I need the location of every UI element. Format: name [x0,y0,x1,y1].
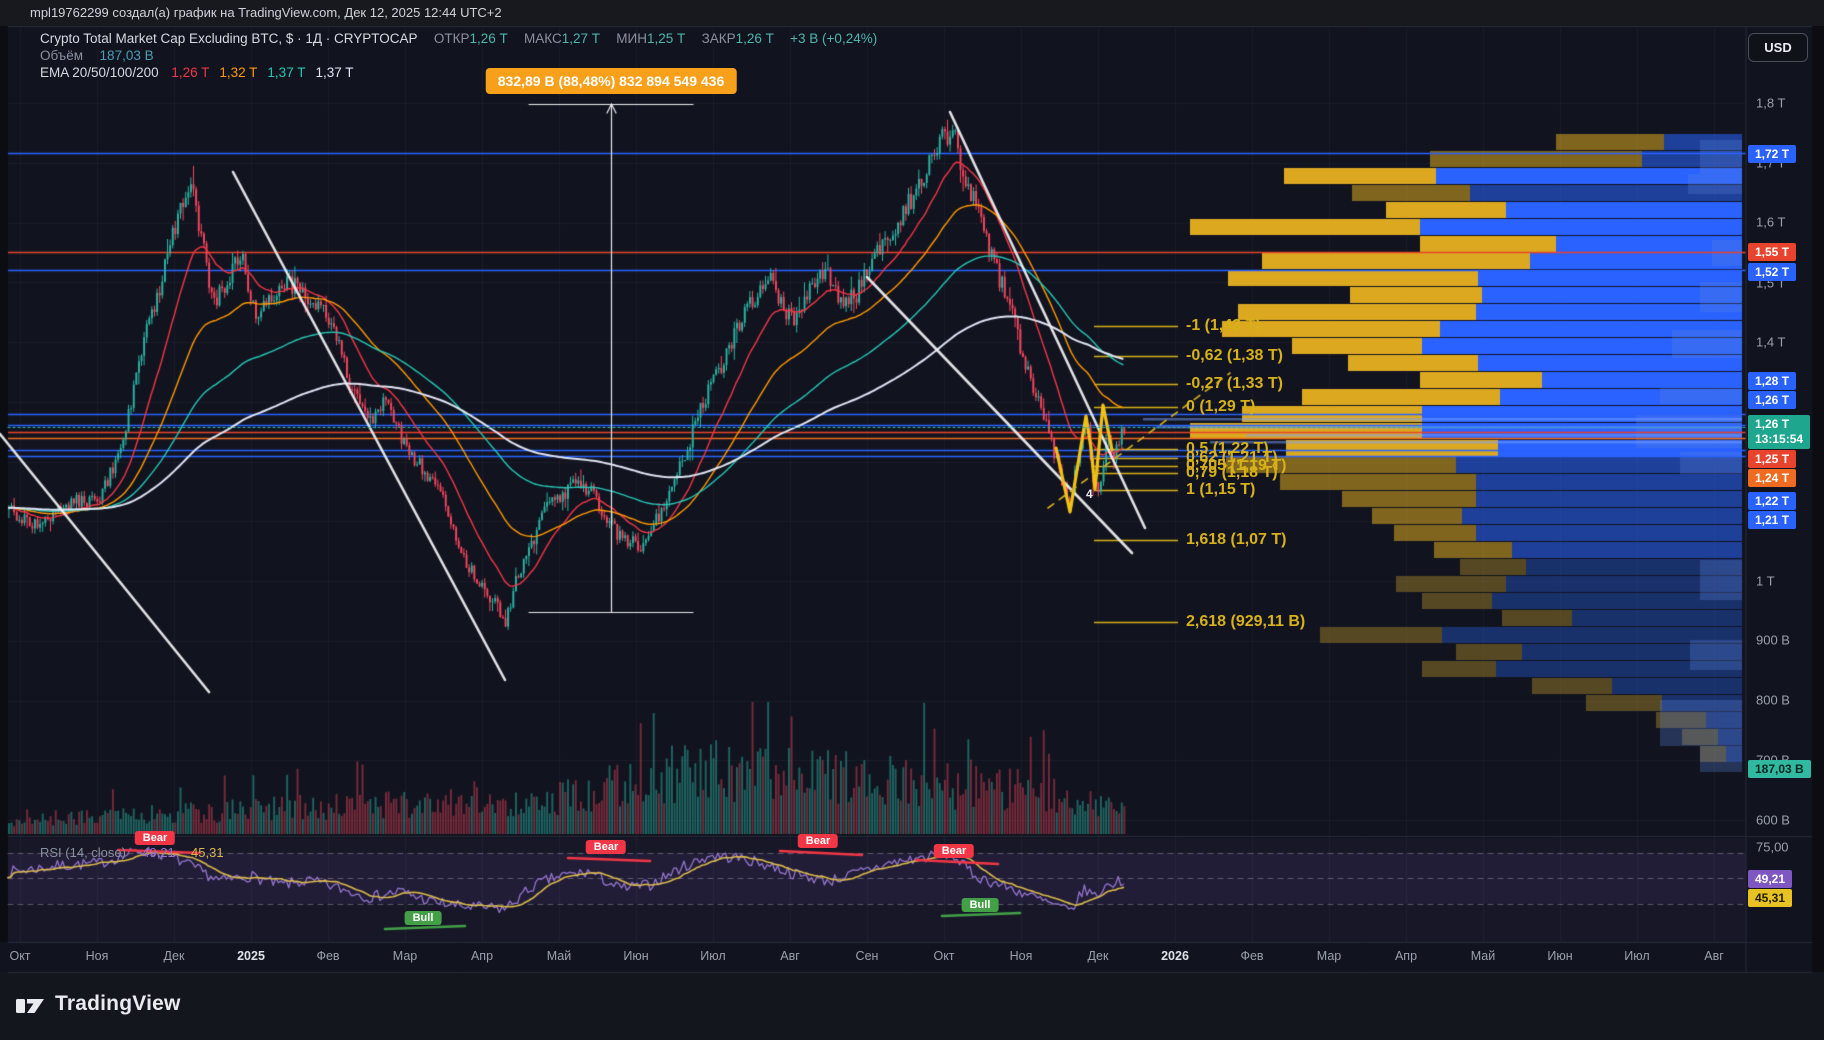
rsi-fast-value: 49,21 [142,845,175,860]
volume-label: Объём [40,48,84,63]
ema-legend-row[interactable]: EMA 20/50/100/200 1,26 T 1,32 T 1,37 T 1,37… [40,65,363,80]
tradingview-logo-icon [16,999,44,1013]
symbol-legend-row[interactable]: Crypto Total Market Cap Excluding BTC, $… [40,31,877,46]
measure-tool-label[interactable]: 832,89 B (88,48%) 832 894 549 436 [485,68,737,94]
ema-value-2: 1,37 T [267,65,306,80]
attribution-bar: mpl19762299 создал(а) график на TradingV… [0,0,1824,26]
symbol-title[interactable]: Crypto Total Market Cap Excluding BTC, $… [40,31,418,46]
volume-legend-row[interactable]: Объём 187,03 B [40,48,154,63]
ema-values: 1,26 T 1,32 T 1,37 T 1,37 T [171,65,363,80]
close-value: 1,26 T [735,31,774,46]
change-value: +3 B (+0,24%) [790,31,878,46]
tradingview-logo[interactable]: TradingView [16,990,181,1018]
ema-value-3: 1,37 T [315,65,354,80]
attribution-text: mpl19762299 создал(а) график на TradingV… [30,5,502,20]
open-label: ОТКР [433,31,470,46]
ema-value-0: 1,26 T [171,65,210,80]
open-value: 1,26 T [469,31,508,46]
close-label: ЗАКР [701,31,736,46]
high-value: 1,27 T [561,31,600,46]
ema-value-1: 1,32 T [219,65,258,80]
tradingview-logo-text: TradingView [55,992,181,1015]
currency-usd-button[interactable]: USD [1748,33,1808,62]
ema-label: EMA 20/50/100/200 [40,65,159,80]
rsi-slow-value: 45,31 [191,845,224,860]
rsi-legend-row[interactable]: RSI (14, close) 49,21 45,31 [40,845,224,860]
rsi-label: RSI (14, close) [40,845,126,860]
high-label: МАКС [524,31,562,46]
low-value: 1,25 T [647,31,686,46]
low-label: МИН [616,31,647,46]
volume-value: 187,03 B [99,48,154,63]
